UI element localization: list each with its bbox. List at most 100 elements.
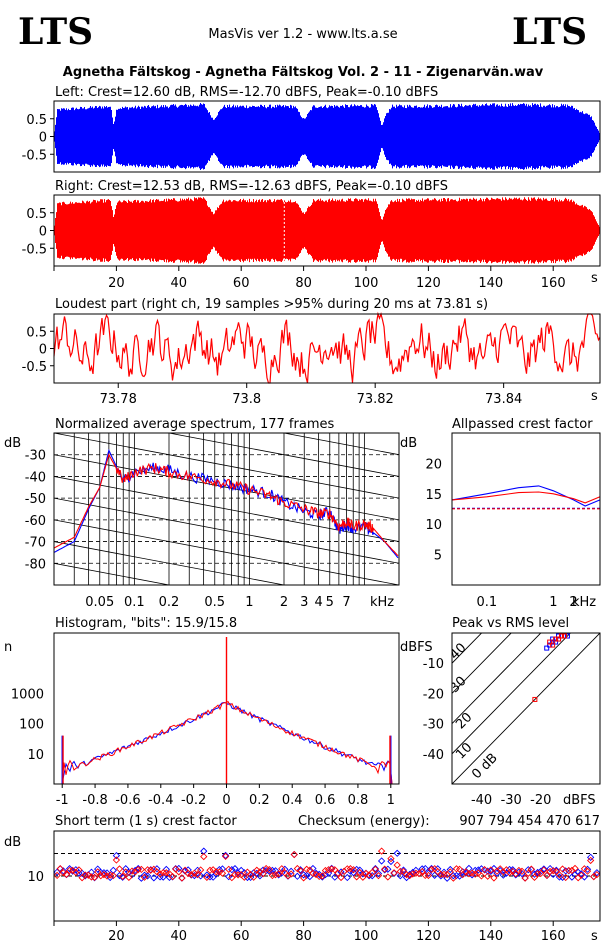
short-crest-left-point [215,865,223,874]
spectrum-y-unit: dB [4,436,21,451]
short-crest-right-point [499,868,507,876]
spectrum-xtick-label: 5 [326,595,334,610]
short-crest-right-point [253,866,261,874]
crest-ytick-label: 10 [425,518,442,533]
peak-rms-right-point [553,636,559,642]
short-crest-x-unit: s [591,929,598,944]
crest-xtick-label: 0.1 [476,595,497,610]
short-crest-right-point [312,870,320,879]
short-crest-right-point [59,869,67,877]
short-crest-right-point [521,874,529,882]
allpassed-crest-plot: 20 15 10 5 0.1 1 2 [425,457,601,610]
short-crest-right-point [384,873,392,881]
short-crest-right-point [353,873,361,881]
histogram-xtick-label: -0.2 [181,793,206,808]
short-crest-right-point [240,873,248,881]
short-crest-left-point [221,851,230,860]
right-waveform-plot: 0.5 0 -0.5 20 40 60 80 100 120 140 160 [22,197,600,291]
right-waveform-x-unit: s [591,271,598,286]
short-crest-left-point [156,873,164,881]
peak-rms-diag-label: 10 [453,740,475,762]
short-crest-left-point [393,849,401,857]
peak-rms-right-point [561,633,567,639]
short-crest-left-point [109,866,117,874]
peak-rms-right-point [532,696,538,702]
left-waveform-ytick-label: 0 [39,131,47,146]
peak-rms-diag [452,633,512,695]
short-crest-right-point [374,872,383,880]
spectrum-frame [53,432,400,586]
left-waveform-trace [54,103,600,170]
short-crest-right-point [159,869,167,877]
short-crest-right-point [296,867,305,875]
short-crest-left-point [306,872,314,881]
short-crest-xtick-label: 20 [108,929,125,944]
short-crest-right-point [137,865,145,874]
short-crest-right-point [343,865,351,873]
short-crest-right-point [75,866,83,874]
short-crest-right-point [178,874,186,882]
spectrum-ytick-label: -60 [25,514,46,529]
short-crest-right-point [390,869,398,877]
time-xtick-label: 120 [416,276,441,291]
spectrum-xtick-label: 3 [300,595,308,610]
short-crest-right-point [524,869,532,877]
peak-rms-left-point [547,642,553,648]
short-crest-left-point [377,857,386,865]
histogram-xtick-label: 0.6 [315,793,336,808]
short-crest-xtick-label: 140 [478,929,503,944]
crest-ytick-label: 5 [434,549,442,564]
short-crest-left-point [443,874,451,882]
peak-rms-ytick-label: -40 [423,748,444,763]
short-crest-right-point [56,865,64,873]
short-crest-right-point [318,872,326,880]
loudest-xtick-label: 73.8 [232,392,261,407]
short-crest-right-point [218,869,227,877]
short-crest-left-point [293,872,301,880]
peak-rms-ytick-label: -20 [423,687,444,702]
spectrum-ytick-label: -80 [25,557,46,572]
histogram-xtick-label: 0.4 [282,793,303,808]
spectrum-diag [54,562,172,585]
logo-right: LTS [512,11,587,53]
spectrum-diag [54,476,399,542]
short-crest-right-point [590,873,598,881]
short-crest-left-point [546,864,554,873]
short-crest-right-point [125,873,133,881]
spectrum-xtick-label: 0.1 [124,595,145,610]
short-crest-y-unit: dB [4,835,21,850]
spectrum-ytick-label: -40 [25,470,46,485]
checksum-label: Checksum (energy): [298,814,430,829]
peak-rms-diag-label: 30 [447,674,469,696]
crest-ytick-label: 15 [425,488,442,503]
short-crest-right-point [437,870,445,879]
short-crest-left-point [387,857,395,866]
short-crest-ytick-label: 10 [27,870,44,885]
spectrum-xtick-label: 0.05 [85,595,114,610]
short-crest-left-point [203,871,211,879]
peak-rms-xtick-label: -30 [501,793,522,808]
short-crest-right-point [287,870,295,878]
crest-ytick-label: 20 [425,457,442,472]
short-crest-right-point [299,874,308,882]
short-crest-right-point [593,871,601,879]
avg-spectrum-plot: -30 -40 -50 -60 -70 -80 0.05 0.1 0.2 0.5 1 2 3 4 5 7 [25,433,399,610]
spectrum-ytick-label: -50 [25,492,46,507]
short-crest-left-point [524,866,532,874]
histogram-xtick-label: -0.6 [115,793,140,808]
peak-rms-right-point [559,633,565,639]
short-crest-right-point [571,864,579,873]
spectrum-xtick-label: 7 [342,595,350,610]
spectrum-diag [54,433,399,499]
short-crest-right-point [168,872,177,881]
peak-rms-diag [452,633,483,664]
peak-rms-left-point [553,639,559,645]
short-crest-right-point [540,866,548,874]
short-crest-left-point [502,869,511,877]
short-crest-xtick-label: 80 [295,929,312,944]
short-crest-right-point [134,866,142,874]
short-crest-xtick-label: 60 [233,929,250,944]
short-crest-right-point [156,870,164,878]
spectrum-diag [54,497,399,564]
short-crest-right-point [103,872,111,880]
